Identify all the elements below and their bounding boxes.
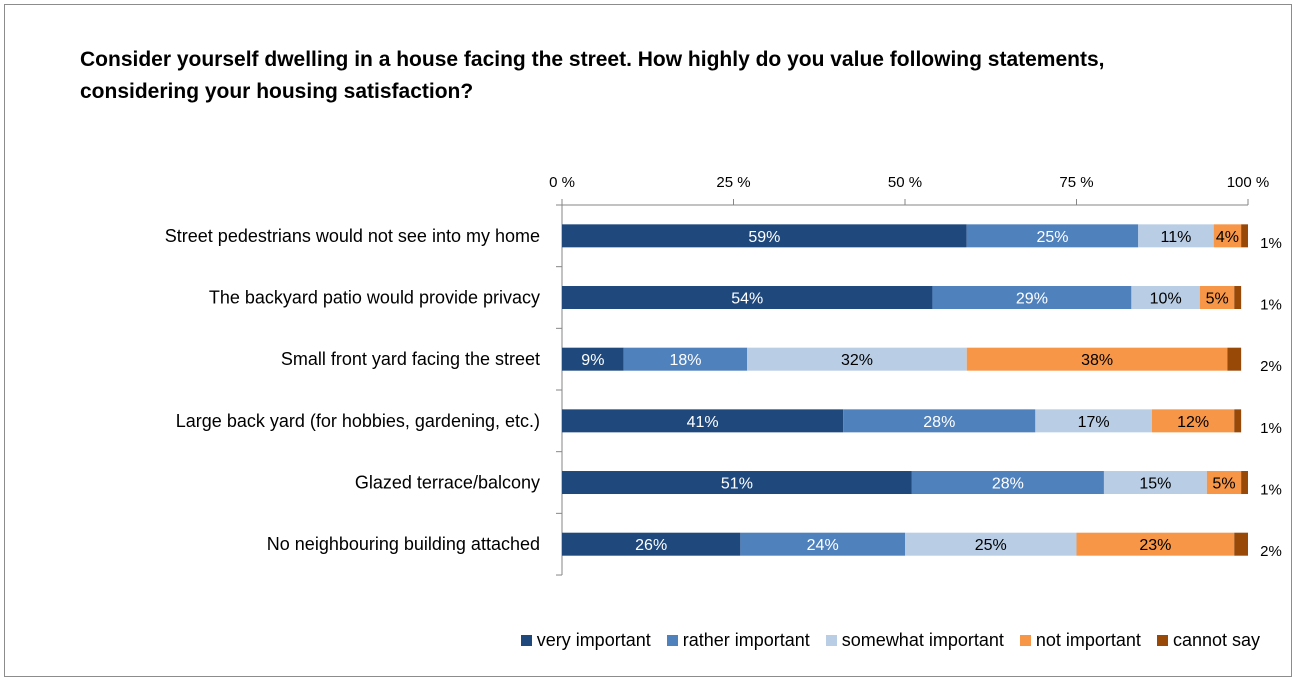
legend-label: cannot say: [1172, 630, 1260, 650]
bar-not-important: [966, 347, 1228, 371]
bar-very-important: [562, 224, 967, 248]
bar-not-important: [1199, 286, 1235, 310]
bar-not-important: [1151, 409, 1235, 433]
data-label: 1%: [1260, 235, 1282, 252]
chart-title: Consider yourself dwelling in a house fa…: [80, 48, 1105, 103]
legend-item: somewhat important: [825, 630, 1004, 651]
chart-frame: [4, 4, 1292, 677]
data-label: 51%: [721, 476, 753, 493]
x-tick-label: 25 %: [716, 174, 750, 191]
data-label: 24%: [807, 537, 839, 554]
bar-cannot-say: [1234, 409, 1242, 433]
legend-swatch: [1019, 635, 1031, 646]
data-label: 18%: [669, 352, 701, 369]
category-label: The backyard patio would provide privacy: [209, 288, 540, 308]
bar-very-important: [562, 532, 741, 556]
legend-item: cannot say: [1156, 630, 1260, 651]
bar-cannot-say: [1241, 471, 1248, 495]
legend-label: not important: [1035, 630, 1141, 650]
x-tick-label: 50 %: [888, 174, 922, 191]
data-label: 26%: [635, 537, 667, 554]
bar-rather-important: [740, 532, 905, 556]
data-label: 29%: [1016, 291, 1048, 308]
bar-somewhat-important: [905, 532, 1077, 556]
data-label: 41%: [687, 414, 719, 431]
bar-cannot-say: [1234, 286, 1242, 310]
x-tick-label: 100 %: [1227, 174, 1270, 191]
data-label: 2%: [1260, 543, 1282, 560]
bar-very-important: [562, 286, 933, 310]
bar-somewhat-important: [1131, 286, 1200, 310]
data-label: 32%: [841, 352, 873, 369]
legend-item: very important: [520, 630, 651, 651]
bar-not-important: [1206, 471, 1242, 495]
bar-somewhat-important: [1138, 224, 1214, 248]
bar-somewhat-important: [747, 347, 967, 371]
data-label: 15%: [1139, 476, 1171, 493]
bar-very-important: [562, 409, 844, 433]
data-label: 2%: [1260, 358, 1282, 375]
data-label: 1%: [1260, 297, 1282, 314]
legend-swatch: [825, 635, 837, 646]
data-label: 38%: [1081, 352, 1113, 369]
data-label: 5%: [1206, 291, 1229, 308]
category-label: Large back yard (for hobbies, gardening,…: [176, 411, 540, 431]
data-label: 28%: [923, 414, 955, 431]
data-label: 23%: [1139, 537, 1171, 554]
bar-cannot-say: [1241, 224, 1248, 248]
data-label: 25%: [1036, 229, 1068, 246]
bar-not-important: [1076, 532, 1235, 556]
data-label: 54%: [731, 291, 763, 308]
data-label: 1%: [1260, 420, 1282, 437]
category-label: Glazed terrace/balcony: [355, 473, 540, 493]
bar-not-important: [1213, 224, 1242, 248]
x-tick-label: 75 %: [1059, 174, 1093, 191]
data-label: 4%: [1216, 229, 1239, 246]
data-label: 11%: [1161, 229, 1192, 246]
bar-very-important: [562, 471, 912, 495]
data-label: 10%: [1150, 291, 1182, 308]
legend-item: not important: [1019, 630, 1141, 651]
data-label: 28%: [992, 476, 1024, 493]
data-label: 59%: [748, 229, 780, 246]
bar-very-important: [562, 347, 624, 371]
legend-label: somewhat important: [841, 630, 1004, 650]
data-label: 12%: [1177, 414, 1209, 431]
legend-swatch: [1156, 635, 1168, 646]
data-label: 17%: [1078, 414, 1110, 431]
data-label: 25%: [975, 537, 1007, 554]
bar-rather-important: [843, 409, 1036, 433]
data-label: 1%: [1260, 482, 1282, 499]
bar-rather-important: [623, 347, 748, 371]
legend-label: very important: [536, 630, 651, 650]
x-tick-label: 0 %: [549, 174, 575, 191]
bar-somewhat-important: [1035, 409, 1152, 433]
bar-rather-important: [966, 224, 1139, 248]
category-label: Street pedestrians would not see into my…: [165, 226, 540, 246]
legend-item: rather important: [666, 630, 810, 651]
bar-cannot-say: [1234, 532, 1248, 556]
bar-rather-important: [932, 286, 1132, 310]
bar-cannot-say: [1227, 347, 1242, 371]
data-label: 9%: [581, 352, 604, 369]
chart-legend: very important rather important somewhat i…: [320, 630, 1260, 651]
bar-rather-important: [911, 471, 1104, 495]
legend-label: rather important: [682, 630, 810, 650]
data-label: 5%: [1212, 476, 1235, 493]
category-label: No neighbouring building attached: [267, 534, 540, 554]
legend-swatch: [666, 635, 678, 646]
category-label: Small front yard facing the street: [281, 349, 540, 369]
bar-somewhat-important: [1103, 471, 1207, 495]
legend-swatch: [520, 635, 532, 646]
